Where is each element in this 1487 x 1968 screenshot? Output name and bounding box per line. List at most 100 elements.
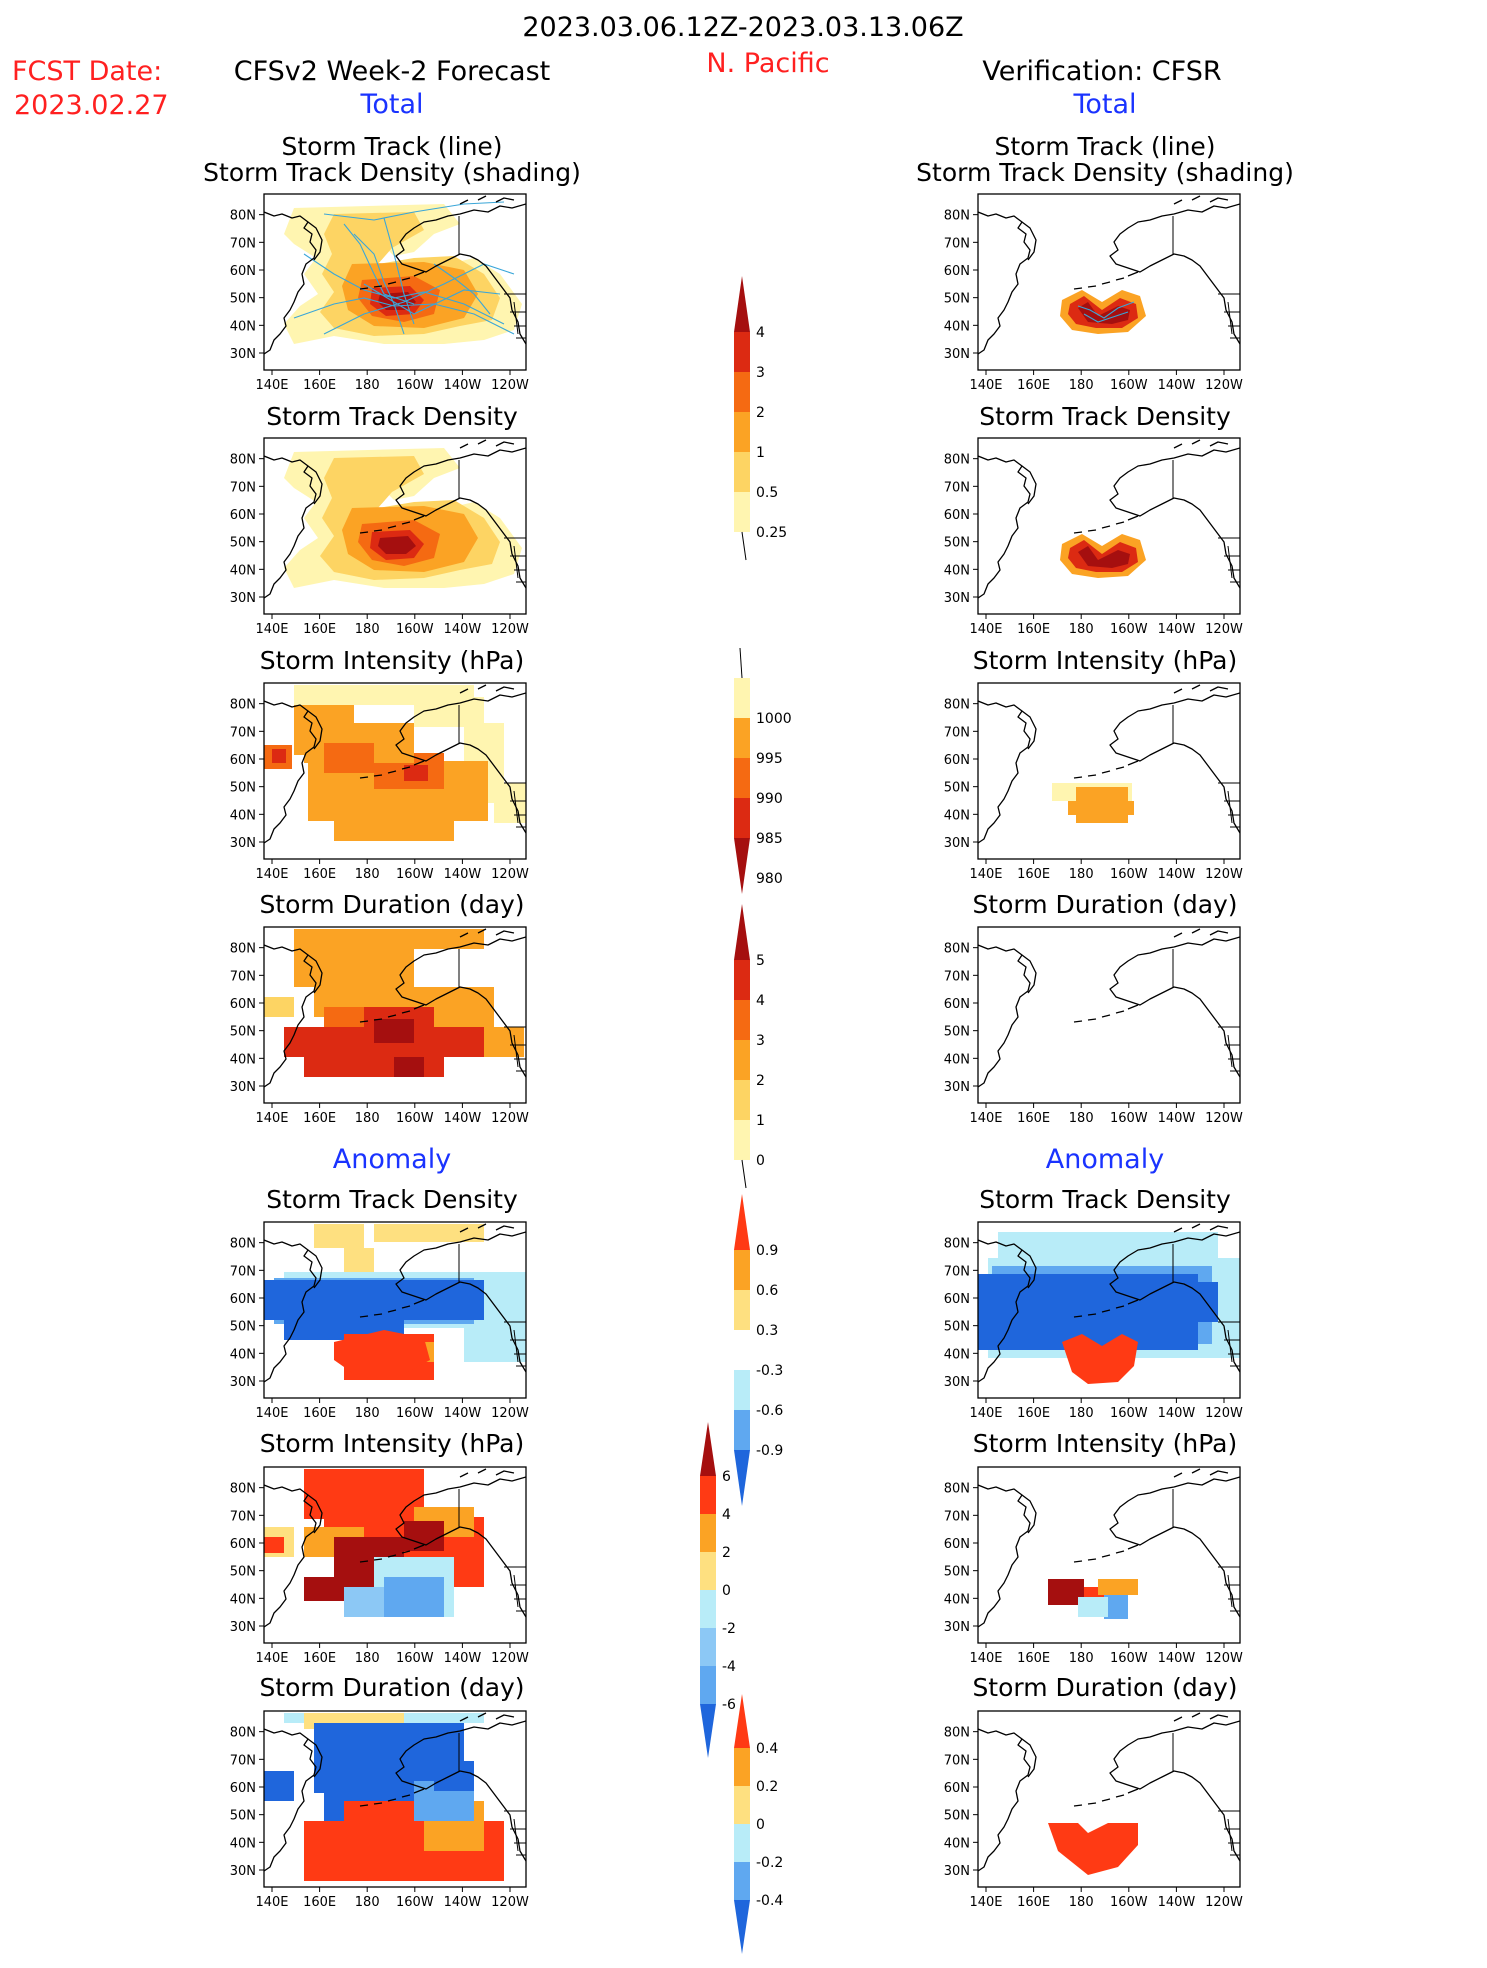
lon-tick-label: 180: [1069, 1111, 1094, 1126]
colorbar-swatch: [700, 1476, 716, 1514]
title-duration-left: Storm Duration (day): [259, 890, 525, 919]
lat-tick-label: 80N: [230, 942, 256, 957]
colorbar-label: 5: [756, 953, 765, 969]
colorbar-swatch: [734, 1824, 750, 1862]
title-track-shading-left: Storm Track Density (shading): [203, 158, 581, 187]
lat-tick-label: 50N: [230, 536, 256, 551]
colorbar-swatch: [734, 904, 750, 960]
lat-tick-label: 30N: [230, 1375, 256, 1390]
colorbar-label: 995: [756, 751, 783, 767]
lat-tick-label: 50N: [944, 536, 970, 551]
verification-title: Verification: CFSR: [982, 56, 1222, 87]
colorbar-swatch: [734, 678, 750, 718]
colorbar-swatch: [734, 1120, 750, 1160]
map-track-forecast: 80N 70N 60N 50N 40N 30N 140E 160E 180 160W 140W 120…: [230, 193, 529, 393]
colorbar-swatch: [700, 1628, 716, 1666]
lat-tick-label: 50N: [944, 1809, 970, 1824]
map-intensity-forecast: 80N 70N 60N 50N 40N 30N 140E 160E 180 160W 140W 120…: [230, 682, 529, 882]
colorbar-label: 3: [756, 1033, 765, 1049]
title-anom-intensity-left: Storm Intensity (hPa): [259, 1429, 525, 1458]
lat-tick-label: 70N: [230, 1509, 256, 1524]
colorbar-swatch: [734, 492, 750, 532]
lat-tick-label: 80N: [230, 698, 256, 713]
colorbar-label: 6: [722, 1469, 731, 1485]
lat-tick-label: 40N: [944, 808, 970, 823]
lat-tick-label: 30N: [230, 1080, 256, 1095]
colorbar-label: 0.2: [756, 1779, 778, 1795]
forecast-title: CFSv2 Week-2 Forecast: [233, 56, 551, 87]
lat-tick-label: 40N: [230, 808, 256, 823]
lon-tick-label: 120W: [491, 1651, 529, 1666]
map-track-verification: 80N 70N 60N 50N 40N 30N 140E 160E 180 160W 140W 120…: [944, 193, 1243, 393]
lon-tick-label: 140E: [969, 378, 1002, 393]
lon-tick-label: 180: [355, 378, 380, 393]
total-label-right: Total: [1073, 89, 1137, 120]
colorbar-swatch: [734, 960, 750, 1000]
lon-tick-label: 160W: [1110, 1651, 1148, 1666]
lat-tick-label: 60N: [230, 997, 256, 1012]
lon-tick-label: 120W: [1205, 378, 1243, 393]
colorbar-swatch: [700, 1514, 716, 1552]
lon-tick-label: 140E: [969, 1895, 1002, 1910]
lon-tick-label: 120W: [491, 622, 529, 637]
lat-tick-label: 30N: [944, 591, 970, 606]
lon-tick-label: 160E: [303, 1406, 336, 1421]
lat-tick-label: 50N: [230, 1320, 256, 1335]
lat-tick-label: 50N: [230, 781, 256, 796]
lat-tick-label: 60N: [944, 508, 970, 523]
lat-tick-label: 80N: [230, 209, 256, 224]
lat-tick-label: 40N: [230, 1347, 256, 1362]
lon-tick-label: 120W: [1205, 867, 1243, 882]
colorbar-label: 2: [756, 405, 765, 421]
colorbar-label: 0.25: [756, 525, 787, 541]
lon-tick-label: 140W: [1158, 1895, 1196, 1910]
lat-tick-label: 60N: [230, 508, 256, 523]
lon-tick-label: 140E: [969, 867, 1002, 882]
colorbar-label: 0: [722, 1583, 731, 1599]
lon-tick-label: 160W: [396, 1406, 434, 1421]
lon-tick-label: 140E: [255, 1651, 288, 1666]
lat-tick-label: 40N: [230, 563, 256, 578]
lat-tick-label: 50N: [230, 1565, 256, 1580]
title-anom-density-left: Storm Track Density: [266, 1185, 518, 1214]
colorbar-label: 1: [756, 445, 765, 461]
lat-tick-label: 80N: [230, 1237, 256, 1252]
lat-tick-label: 30N: [230, 836, 256, 851]
lat-tick-label: 70N: [944, 969, 970, 984]
lon-tick-label: 120W: [491, 867, 529, 882]
lat-tick-label: 60N: [230, 753, 256, 768]
lon-tick-label: 180: [355, 1111, 380, 1126]
lon-tick-label: 140E: [255, 378, 288, 393]
lat-tick-label: 70N: [230, 236, 256, 251]
lat-tick-label: 40N: [230, 1836, 256, 1851]
colorbar-label: 2: [722, 1545, 731, 1561]
lat-tick-label: 40N: [944, 1592, 970, 1607]
colorbar-label: 0: [756, 1817, 765, 1833]
colorbar-swatch: [734, 276, 750, 332]
colorbar-swatch: [734, 1370, 750, 1410]
colorbar-label: 0.5: [756, 485, 778, 501]
title-duration-right: Storm Duration (day): [972, 890, 1238, 919]
lon-tick-label: 120W: [1205, 1406, 1243, 1421]
colorbar-label: 3: [756, 365, 765, 381]
title-anom-density-right: Storm Track Density: [979, 1185, 1231, 1214]
lat-tick-label: 30N: [230, 591, 256, 606]
lat-tick-label: 80N: [944, 1726, 970, 1741]
lon-tick-label: 140W: [444, 867, 482, 882]
lat-tick-label: 40N: [944, 563, 970, 578]
map-anom-density-verification: 80N 70N 60N 50N 40N 30N 140E 160E 180 160W 140W 120…: [944, 1221, 1243, 1421]
lon-tick-label: 160E: [303, 1651, 336, 1666]
lon-tick-label: 160E: [1017, 1651, 1050, 1666]
lon-tick-label: 140E: [255, 622, 288, 637]
lat-tick-label: 70N: [944, 236, 970, 251]
map-density-verification: 80N 70N 60N 50N 40N 30N 140E 160E 180 160W 140W 120…: [944, 437, 1243, 637]
lon-tick-label: 180: [1069, 1651, 1094, 1666]
lon-tick-label: 180: [355, 622, 380, 637]
lon-tick-label: 160W: [1110, 622, 1148, 637]
colorbar-label: 985: [756, 831, 783, 847]
lat-tick-label: 30N: [944, 836, 970, 851]
lon-tick-label: 140W: [444, 1111, 482, 1126]
map-anom-duration-verification: 80N 70N 60N 50N 40N 30N 140E 160E 180 160W 140W 120…: [944, 1710, 1243, 1910]
title-anom-duration-left: Storm Duration (day): [259, 1673, 525, 1702]
lat-tick-label: 70N: [944, 1509, 970, 1524]
